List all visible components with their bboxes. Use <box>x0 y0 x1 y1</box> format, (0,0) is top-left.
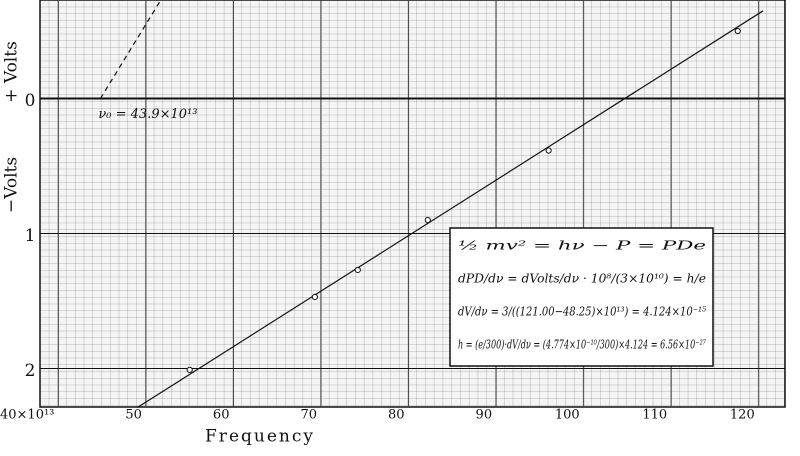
data-point <box>424 216 431 224</box>
fit-line <box>136 10 764 409</box>
x-tick-label: 50 <box>125 408 142 423</box>
data-point <box>734 27 741 35</box>
equation-box <box>449 227 714 367</box>
equation: ½ mv² = hν − P = PDe <box>458 239 706 253</box>
data-point <box>311 293 318 301</box>
data-point <box>354 266 361 274</box>
equation: dPD/dν = dVolts/dν · 10⁸/(3×10¹⁰) = h/e <box>458 272 706 286</box>
data-point <box>545 147 552 154</box>
equation: h = (e/300)·dV/dν = (4.774×10⁻¹⁰/300)×4.… <box>458 338 706 352</box>
x-tick-label: 40×10¹³ <box>0 408 54 423</box>
equation: dV/dν = 3/((121.00−48.25)×10¹³) = 4.124×… <box>458 305 706 319</box>
plot-frame <box>39 0 786 408</box>
y-label-top: + Volts <box>2 41 22 103</box>
x-tick-label: 120 <box>730 408 755 423</box>
y-tick-label: 1 <box>25 226 36 246</box>
x-label: Frequency <box>205 427 315 447</box>
annotation: ν₀ = 43.9×10¹³ <box>98 107 197 122</box>
x-tick-label: 70 <box>300 408 317 423</box>
data-point <box>186 366 193 373</box>
x-tick-label: 60 <box>213 408 230 423</box>
y-label-bottom: −Volts <box>2 157 22 213</box>
x-tick-label: 110 <box>642 408 667 423</box>
y-tick-label: 2 <box>25 361 36 381</box>
x-tick-label: 90 <box>476 408 493 423</box>
x-tick-label: 100 <box>555 408 580 423</box>
y-tick-label: 0 <box>25 91 36 111</box>
x-tick-label: 80 <box>388 408 405 423</box>
extrapolation-line <box>99 0 162 99</box>
